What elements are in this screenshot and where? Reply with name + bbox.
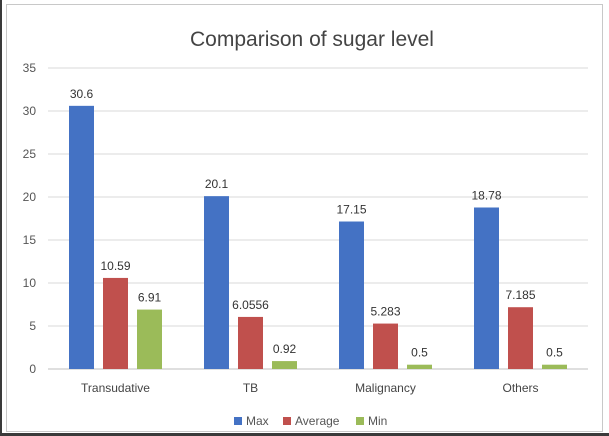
bar-average-transudative [103, 277, 128, 369]
bar-max-others [474, 207, 499, 369]
y-tick-label: 20 [23, 190, 37, 204]
bar-max-tb [204, 196, 229, 369]
data-label: 0.5 [546, 346, 563, 360]
legend-swatch-min [356, 417, 364, 425]
data-label: 0.5 [411, 346, 428, 360]
legend-swatch-max [234, 417, 242, 425]
data-label: 30.6 [70, 87, 94, 101]
y-tick-label: 15 [23, 233, 37, 247]
y-tick-label: 25 [23, 147, 37, 161]
bar-min-tb [272, 361, 297, 369]
legend-swatch-average [283, 417, 291, 425]
legend-label: Max [246, 414, 269, 428]
data-label: 20.1 [205, 177, 229, 191]
y-tick-label: 35 [23, 61, 37, 75]
data-label: 10.59 [100, 259, 130, 273]
y-tick-label: 30 [23, 104, 37, 118]
bars [69, 105, 567, 369]
x-category-label: Transudative [81, 381, 150, 395]
bar-min-others [542, 364, 567, 369]
y-tick-label: 0 [29, 362, 36, 376]
data-label: 6.0556 [232, 298, 269, 312]
bar-max-malignancy [339, 221, 364, 369]
bar-average-others [508, 307, 533, 369]
legend-label: Min [368, 414, 387, 428]
bar-average-malignancy [373, 323, 398, 369]
data-label: 7.185 [505, 288, 535, 302]
gridlines [48, 67, 588, 370]
x-axis-categories: Transudative TB Malignancy Others [81, 381, 538, 395]
x-category-label: TB [243, 381, 258, 395]
bar-average-tb [238, 316, 263, 369]
chart-title: Comparison of sugar level [190, 28, 434, 51]
y-tick-label: 5 [29, 319, 36, 333]
bar-min-transudative [137, 309, 162, 369]
legend-label: Average [295, 414, 340, 428]
data-label: 18.78 [471, 188, 501, 202]
data-label: 0.92 [273, 342, 297, 356]
data-label: 6.91 [138, 291, 162, 305]
data-label: 5.283 [370, 305, 400, 319]
data-label: 17.15 [336, 203, 366, 217]
x-category-label: Others [502, 381, 538, 395]
y-axis-ticks: 0 5 10 15 20 25 30 35 [23, 61, 37, 376]
bar-min-malignancy [407, 364, 432, 369]
data-labels: 30.6 10.59 6.91 20.1 6.0556 0.92 17.15 5.283 0.5… [70, 87, 563, 360]
y-tick-label: 10 [23, 276, 37, 290]
x-category-label: Malignancy [355, 381, 416, 395]
left-edge-border [0, 0, 2, 436]
bar-max-transudative [69, 105, 94, 369]
bottom-edge-border [0, 433, 609, 436]
legend: Max Average Min [234, 414, 387, 428]
